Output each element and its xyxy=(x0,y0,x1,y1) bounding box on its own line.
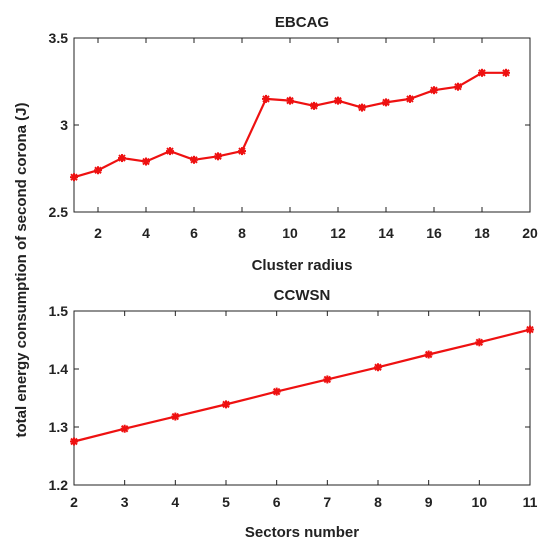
marker-stroke xyxy=(222,400,230,409)
x-tick-label: 5 xyxy=(222,494,230,510)
data-point-marker xyxy=(120,424,129,433)
marker-stroke xyxy=(190,156,198,164)
data-point-marker xyxy=(454,82,462,91)
marker-stroke xyxy=(272,387,281,396)
marker-stroke xyxy=(70,437,78,446)
plot-area-frame xyxy=(73,37,531,213)
y-tick-label: 1.3 xyxy=(49,419,69,435)
chart-title: CCWSN xyxy=(274,287,331,304)
marker-stroke xyxy=(70,173,78,181)
y-tick-label: 1.4 xyxy=(49,361,69,377)
data-point-marker xyxy=(70,173,78,182)
marker-stroke xyxy=(382,98,390,107)
data-point-marker xyxy=(238,147,246,156)
data-point-marker xyxy=(478,68,486,77)
marker-stroke xyxy=(430,86,438,94)
x-tick-label: 8 xyxy=(374,494,382,510)
y-tick-label: 1.2 xyxy=(49,477,69,493)
data-point-marker xyxy=(262,94,270,103)
x-tick-label: 10 xyxy=(282,225,298,241)
chart-ccwsn: CCWSN 2 3 4 5 6 7 8 9 10 11 1.2 1.3 1.4 1.5 Sectors num… xyxy=(49,287,538,541)
x-tick-label: 16 xyxy=(426,225,442,241)
data-point-marker xyxy=(475,338,484,347)
data-point-marker xyxy=(214,152,222,161)
y-tick-label: 3 xyxy=(60,117,68,133)
marker-stroke xyxy=(323,375,332,384)
data-point-marker xyxy=(286,96,294,105)
data-point-marker xyxy=(272,387,281,396)
data-point-marker xyxy=(171,412,180,421)
marker-stroke xyxy=(142,157,150,166)
x-tick-label: 14 xyxy=(378,225,394,241)
x-tick-label: 6 xyxy=(190,225,198,241)
x-tick-label: 10 xyxy=(472,494,488,510)
data-point-marker xyxy=(190,155,198,164)
marker-stroke xyxy=(238,147,246,155)
marker-stroke xyxy=(334,96,342,105)
data-point-marker xyxy=(526,325,534,334)
x-tick-label: 18 xyxy=(474,225,490,241)
chart-title: EBCAG xyxy=(275,14,329,31)
data-point-marker xyxy=(166,147,174,156)
marker-stroke xyxy=(286,96,294,105)
data-point-marker xyxy=(323,375,332,384)
x-tick-label: 3 xyxy=(121,494,129,510)
y-tick-label: 1.5 xyxy=(49,303,69,319)
data-point-marker xyxy=(94,166,102,175)
x-tick-label: 20 xyxy=(522,225,538,241)
data-point-marker xyxy=(118,154,126,163)
x-tick-label: 2 xyxy=(94,225,102,241)
marker-stroke xyxy=(120,425,129,433)
marker-stroke xyxy=(374,363,382,371)
series-line xyxy=(73,71,506,179)
marker-stroke xyxy=(118,154,126,162)
marker-stroke xyxy=(94,166,102,174)
data-point-marker xyxy=(430,86,438,95)
x-tick-label: 4 xyxy=(142,225,150,241)
marker-stroke xyxy=(166,147,174,155)
x-tick-label: 9 xyxy=(425,494,433,510)
x-tick-label: 8 xyxy=(238,225,246,241)
data-point-marker xyxy=(142,157,150,166)
marker-stroke xyxy=(502,69,510,77)
data-point-marker xyxy=(222,400,230,409)
data-point-marker xyxy=(374,363,382,372)
data-point-marker xyxy=(358,103,366,112)
marker-stroke xyxy=(478,69,486,77)
marker-stroke xyxy=(310,102,318,110)
marker-stroke xyxy=(358,103,366,112)
data-point-marker xyxy=(310,101,318,110)
marker-stroke xyxy=(262,95,270,103)
marker-stroke xyxy=(171,412,180,421)
x-tick-label: 7 xyxy=(323,494,331,510)
marker-stroke xyxy=(424,350,433,359)
data-point-marker xyxy=(424,350,433,359)
chart-ebcag: EBCAG 2 4 6 8 10 12 14 16 18 20 2.5 3 3.5 Cluster radi… xyxy=(49,14,538,274)
x-axis-label: Sectors number xyxy=(245,524,359,541)
shared-y-axis-label: total energy consumption of second coron… xyxy=(13,102,30,437)
data-point-marker xyxy=(382,98,390,107)
data-point-marker xyxy=(502,68,510,77)
marker-stroke xyxy=(526,325,534,334)
marker-stroke xyxy=(214,152,222,161)
series-line xyxy=(73,328,531,443)
y-tick-label: 3.5 xyxy=(49,30,69,46)
x-tick-label: 4 xyxy=(171,494,179,510)
x-tick-label: 12 xyxy=(330,225,346,241)
x-axis-label: Cluster radius xyxy=(252,257,353,274)
x-tick-label: 11 xyxy=(523,494,538,510)
x-tick-label: 2 xyxy=(70,494,78,510)
marker-stroke xyxy=(454,83,462,91)
plot-area-frame xyxy=(73,310,531,486)
data-point-marker xyxy=(334,96,342,105)
y-tick-label: 2.5 xyxy=(49,204,69,220)
data-point-marker xyxy=(406,94,414,103)
marker-stroke xyxy=(475,338,484,347)
marker-stroke xyxy=(406,95,414,103)
data-point-marker xyxy=(70,437,78,446)
x-tick-label: 6 xyxy=(273,494,281,510)
